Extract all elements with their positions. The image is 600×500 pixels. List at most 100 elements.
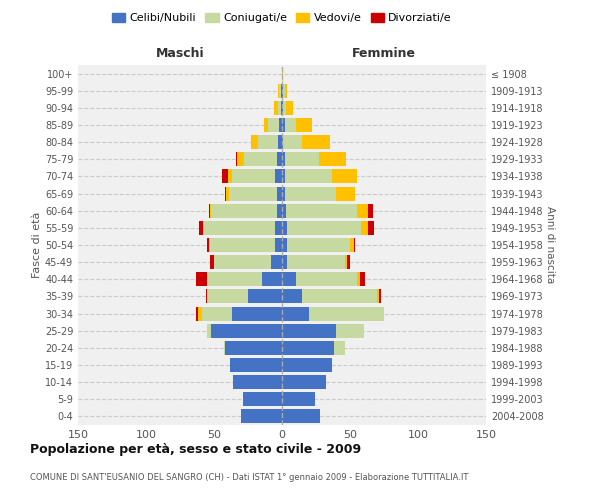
Text: Popolazione per età, sesso e stato civile - 2009: Popolazione per età, sesso e stato civil… <box>30 442 361 456</box>
Bar <box>232 170 275 183</box>
Bar <box>275 238 282 252</box>
Bar <box>354 238 355 252</box>
Bar <box>229 186 277 200</box>
Bar <box>282 324 337 338</box>
Bar <box>334 341 344 355</box>
Bar <box>282 341 334 355</box>
Bar <box>265 118 268 132</box>
Bar <box>282 170 285 183</box>
Bar <box>275 221 282 235</box>
Bar <box>337 186 355 200</box>
Bar <box>233 375 282 389</box>
Bar <box>296 272 357 286</box>
Bar <box>196 306 197 320</box>
Bar <box>242 392 282 406</box>
Bar <box>225 186 226 200</box>
Bar <box>279 84 281 98</box>
Bar <box>206 290 207 304</box>
Bar <box>207 272 262 286</box>
Bar <box>230 358 282 372</box>
Bar <box>262 272 282 286</box>
Bar <box>302 290 377 304</box>
Bar <box>226 186 229 200</box>
Bar <box>237 152 244 166</box>
Bar <box>282 118 285 132</box>
Bar <box>277 186 282 200</box>
Bar <box>286 101 293 115</box>
Bar <box>225 341 282 355</box>
Bar <box>207 238 209 252</box>
Bar <box>268 118 279 132</box>
Bar <box>210 255 214 269</box>
Bar <box>347 255 350 269</box>
Bar <box>379 290 381 304</box>
Bar <box>282 238 287 252</box>
Bar <box>210 238 275 252</box>
Bar <box>211 204 277 218</box>
Bar <box>282 101 283 115</box>
Bar <box>278 101 281 115</box>
Bar <box>251 135 257 149</box>
Bar <box>282 410 320 424</box>
Bar <box>282 186 285 200</box>
Bar <box>285 170 332 183</box>
Bar <box>282 290 302 304</box>
Bar <box>210 204 211 218</box>
Text: Maschi: Maschi <box>155 47 205 60</box>
Bar <box>236 152 237 166</box>
Text: COMUNE DI SANT'EUSANIO DEL SANGRO (CH) - Dati ISTAT 1° gennaio 2009 - Elaborazio: COMUNE DI SANT'EUSANIO DEL SANGRO (CH) -… <box>30 472 469 482</box>
Bar <box>377 290 379 304</box>
Bar <box>209 238 210 252</box>
Bar <box>271 255 282 269</box>
Y-axis label: Fasce di età: Fasce di età <box>32 212 42 278</box>
Bar <box>281 84 282 98</box>
Bar <box>319 152 346 166</box>
Bar <box>248 290 282 304</box>
Bar <box>278 84 279 98</box>
Bar <box>286 204 357 218</box>
Bar <box>277 152 282 166</box>
Bar <box>277 204 282 218</box>
Bar <box>197 306 202 320</box>
Bar <box>283 135 302 149</box>
Bar <box>257 135 278 149</box>
Bar <box>282 375 326 389</box>
Bar <box>274 101 278 115</box>
Bar <box>285 186 337 200</box>
Bar <box>278 135 282 149</box>
Bar <box>282 152 285 166</box>
Bar <box>232 306 282 320</box>
Bar <box>285 84 287 98</box>
Bar <box>287 221 361 235</box>
Bar <box>202 306 232 320</box>
Bar <box>285 152 319 166</box>
Bar <box>332 170 357 183</box>
Bar <box>285 118 296 132</box>
Bar <box>350 238 354 252</box>
Bar <box>368 221 374 235</box>
Bar <box>275 170 282 183</box>
Bar <box>207 324 211 338</box>
Bar <box>282 272 296 286</box>
Bar <box>357 204 368 218</box>
Bar <box>368 204 373 218</box>
Bar <box>244 152 277 166</box>
Bar <box>359 272 365 286</box>
Bar <box>282 66 283 80</box>
Bar <box>279 118 282 132</box>
Bar <box>196 272 207 286</box>
Bar <box>224 341 225 355</box>
Bar <box>337 324 364 338</box>
Bar <box>309 306 384 320</box>
Bar <box>222 170 227 183</box>
Bar <box>282 255 287 269</box>
Bar <box>211 324 282 338</box>
Bar <box>287 238 350 252</box>
Bar <box>227 170 232 183</box>
Bar <box>207 290 248 304</box>
Bar <box>209 204 210 218</box>
Legend: Celibi/Nubili, Coniugati/e, Vedovi/e, Divorziati/e: Celibi/Nubili, Coniugati/e, Vedovi/e, Di… <box>112 13 452 24</box>
Y-axis label: Anni di nascita: Anni di nascita <box>545 206 555 284</box>
Bar <box>199 221 203 235</box>
Bar <box>302 135 329 149</box>
